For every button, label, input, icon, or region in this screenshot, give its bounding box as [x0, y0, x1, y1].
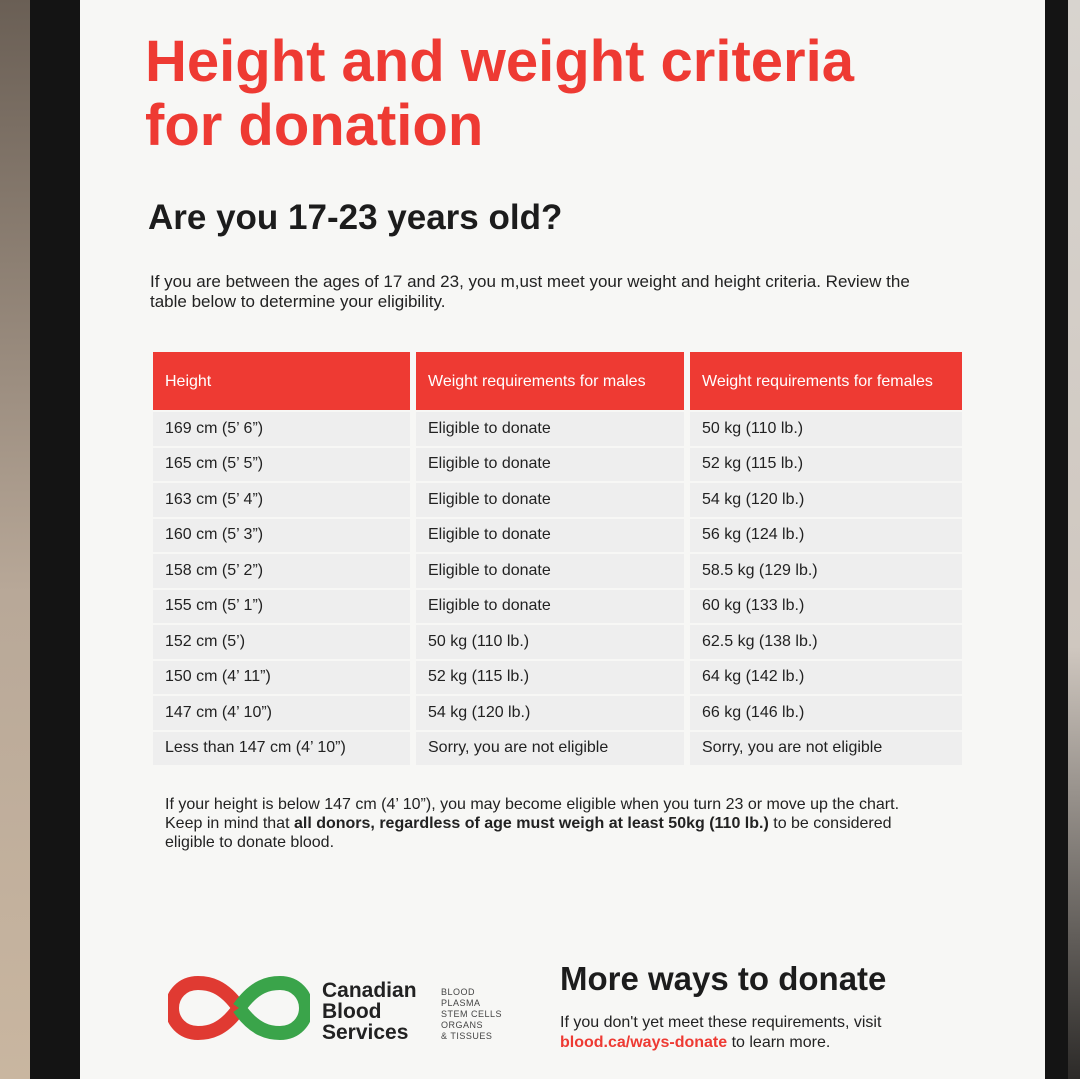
- title: Height and weight criteria for donation: [145, 29, 854, 158]
- header-cell: Weight requirements for females: [690, 352, 962, 410]
- footnote-bold: all donors, regardless of age must weigh…: [293, 815, 769, 832]
- logo-categories: BLOOD PLASMA STEM CELLS ORGANS & TISSUES: [441, 987, 502, 1042]
- table-cell: Sorry, you are not eligible: [690, 731, 962, 765]
- table-row: 155 cm (5’ 1”) Eligible to donate 60 kg (1…: [153, 589, 962, 623]
- footnote: If your height is below 147 cm (4’ 10”),…: [165, 795, 925, 852]
- table-cell: 52 kg (115 lb.): [416, 660, 684, 694]
- table-row: 152 cm (5’) 50 kg (110 lb.) 62.5 kg (138 l…: [153, 625, 962, 659]
- criteria-table: Height Weight requirements for males Weigh…: [147, 350, 968, 767]
- table-cell: 52 kg (115 lb.): [690, 447, 962, 481]
- table-cell: Less than 147 cm (4’ 10”): [153, 731, 410, 765]
- logo-category: PLASMA: [441, 998, 481, 1008]
- table-cell: 150 cm (4’ 11”): [153, 660, 410, 694]
- table-cell: Eligible to donate: [416, 447, 684, 481]
- table-cell: 169 cm (5’ 6”): [153, 412, 410, 446]
- logo-loop: [233, 975, 310, 1041]
- header-cell: Weight requirements for males: [416, 352, 684, 410]
- table-cell: 163 cm (5’ 4”): [153, 483, 410, 517]
- table-cell: 147 cm (4’ 10”): [153, 696, 410, 730]
- table-cell: 160 cm (5’ 3”): [153, 518, 410, 552]
- table-cell: 56 kg (124 lb.): [690, 518, 962, 552]
- table-cell: Sorry, you are not eligible: [416, 731, 684, 765]
- table-body: 169 cm (5’ 6”) Eligible to donate 50 kg (1…: [153, 412, 962, 765]
- table-cell: 58.5 kg (129 lb.): [690, 554, 962, 588]
- link[interactable]: blood.ca/ways-donate: [560, 1034, 728, 1051]
- header-cell: Height: [153, 352, 410, 410]
- table-row: Less than 147 cm (4’ 10”) Sorry, you are …: [153, 731, 962, 765]
- logo-category: & TISSUES: [441, 1031, 493, 1041]
- table-cell: Eligible to donate: [416, 589, 684, 623]
- table-cell: 165 cm (5’ 5”): [153, 447, 410, 481]
- intro: If you are between the ages of 17 and 23…: [150, 272, 910, 311]
- table-cell: Eligible to donate: [416, 554, 684, 588]
- table-cell: 50 kg (110 lb.): [416, 625, 684, 659]
- more-text-end: to learn more.: [727, 1034, 831, 1051]
- table-cell: 152 cm (5’): [153, 625, 410, 659]
- table-cell: 50 kg (110 lb.): [690, 412, 962, 446]
- table-row: 165 cm (5’ 5”) Eligible to donate 52 kg (1…: [153, 447, 962, 481]
- table-cell: 64 kg (142 lb.): [690, 660, 962, 694]
- table-cell: 158 cm (5’ 2”): [153, 554, 410, 588]
- more-text: If you don't yet meet these requirements…: [560, 1013, 920, 1053]
- logo-category: ORGANS: [441, 1020, 484, 1030]
- footnote-end: to be considered eligible to donate bloo…: [165, 815, 892, 851]
- footnote-text: If your height is below 147 cm (4’ 10”),…: [165, 796, 900, 832]
- table-cell: 54 kg (120 lb.): [416, 696, 684, 730]
- table-cell: Eligible to donate: [416, 483, 684, 517]
- header-row: Height Weight requirements for males Weigh…: [153, 352, 962, 410]
- more-text-start: If you don't yet meet these requirements…: [560, 1014, 882, 1031]
- logo-category: BLOOD: [441, 987, 476, 997]
- logo-icon: [168, 975, 310, 1041]
- table-row: 169 cm (5’ 6”) Eligible to donate 50 kg (1…: [153, 412, 962, 446]
- table-row: 158 cm (5’ 2”) Eligible to donate 58.5 kg …: [153, 554, 962, 588]
- table-row: 163 cm (5’ 4”) Eligible to donate 54 kg (1…: [153, 483, 962, 517]
- table-row: 147 cm (4’ 10”) 54 kg (120 lb.) 66 kg (146…: [153, 696, 962, 730]
- table-cell: Eligible to donate: [416, 518, 684, 552]
- table-cell: 66 kg (146 lb.): [690, 696, 962, 730]
- logo-loop: [168, 975, 245, 1041]
- table-row: 150 cm (4’ 11”) 52 kg (115 lb.) 64 kg (142…: [153, 660, 962, 694]
- table-cell: 60 kg (133 lb.): [690, 589, 962, 623]
- table-cell: 155 cm (5’ 1”): [153, 589, 410, 623]
- table-cell: Eligible to donate: [416, 412, 684, 446]
- subtitle: Are you 17-23 years old?: [148, 198, 563, 237]
- more-title: More ways to donate: [560, 960, 887, 997]
- logo-category: STEM CELLS: [441, 1009, 503, 1019]
- logo-name: Canadian Blood Services: [322, 979, 417, 1044]
- table-row: 160 cm (5’ 3”) Eligible to donate 56 kg (1…: [153, 518, 962, 552]
- table-cell: 54 kg (120 lb.): [690, 483, 962, 517]
- table-cell: 62.5 kg (138 lb.): [690, 625, 962, 659]
